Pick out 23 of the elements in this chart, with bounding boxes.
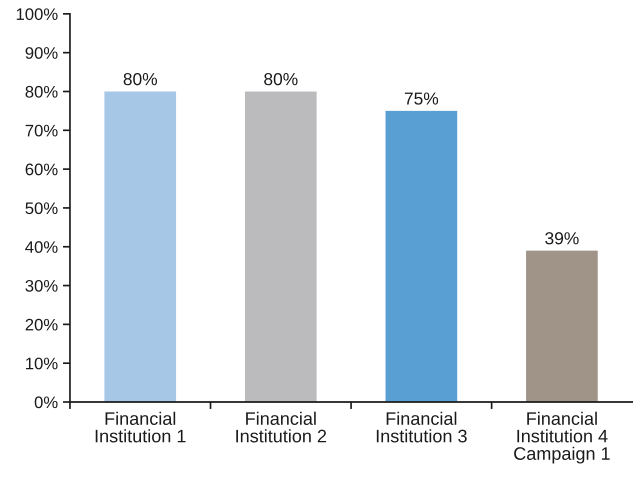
x-tick-label: Financial Institution 4 Campaign 1 (514, 412, 610, 464)
data-label: 80% (124, 72, 157, 86)
bar (104, 91, 176, 402)
y-tick-label: 100% (16, 8, 58, 20)
y-tick-label: 20% (26, 318, 58, 331)
y-tick-label: 0% (34, 396, 58, 408)
bar (386, 110, 458, 402)
x-tick-label: Financial Institution 2 (236, 412, 326, 442)
x-tick-label: Financial Institution 3 (376, 412, 467, 442)
x-tick-label: Financial Institution 1 (96, 412, 186, 442)
y-tick-label: 60% (26, 164, 58, 176)
y-tick-label: 10% (26, 358, 58, 370)
data-label: 39% (545, 232, 579, 244)
y-tick-label: 80% (26, 86, 58, 98)
data-label: 80% (264, 72, 298, 86)
y-tick-label: 90% (26, 47, 58, 59)
bar (244, 91, 317, 402)
y-tick-label: 40% (25, 241, 58, 253)
y-tick-label: 30% (25, 280, 58, 292)
bar (526, 250, 598, 402)
data-label: 75% (404, 92, 438, 105)
y-tick-label: 70% (26, 124, 58, 137)
y-tick-label: 50% (25, 202, 58, 214)
